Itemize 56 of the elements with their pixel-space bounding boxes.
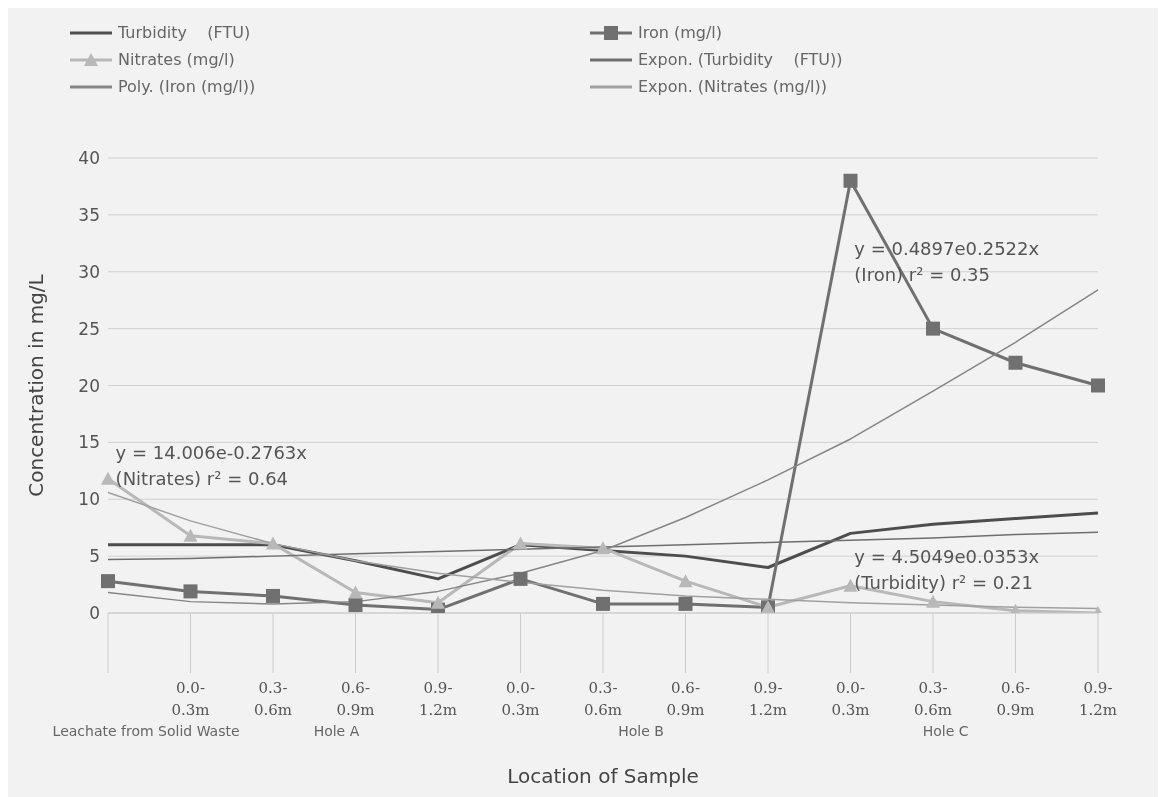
y-tick-label: 5 (89, 546, 100, 567)
x-tick-label: 0.3-0.6m (913, 679, 953, 719)
annotation: y = 14.006e-0.2763x (Nitrates) r² = 0.64 (115, 442, 308, 490)
point (1091, 378, 1105, 393)
point (596, 541, 610, 555)
point (101, 574, 115, 589)
x-tick-label: 0.0-0.3m (831, 679, 870, 719)
legend-label: Expon. (Turbidity (FTU)) (637, 50, 844, 69)
x-tick-label: 0.6-0.9m (336, 679, 375, 719)
legend-label: Turbidity (FTU) (117, 23, 252, 42)
legend-label: Nitrates (mg/l) (117, 50, 236, 69)
point (348, 585, 363, 599)
point (678, 596, 693, 611)
point (596, 596, 610, 611)
x-tick-label: 0.3-0.6m (583, 679, 623, 719)
text: Hole B (618, 723, 664, 739)
point (678, 574, 693, 588)
x-tick-label: 0.9-1.2m (748, 679, 788, 719)
y-tick-label: 25 (78, 318, 100, 339)
legend-label: Expon. (Nitrates (mg/l)) (637, 77, 828, 96)
x-tick-label: 0.0-0.3m (501, 679, 540, 719)
annotation: y = 4.5049e0.0353x (Turbidity) r² = 0.21 (854, 545, 1040, 593)
point (513, 536, 528, 550)
point (513, 571, 528, 586)
y-tick-label: 40 (78, 148, 100, 169)
point (843, 173, 858, 188)
point (266, 536, 280, 550)
x-tick-label: 0.3-0.6m (253, 679, 293, 719)
point (926, 321, 940, 336)
point (183, 584, 198, 599)
point (101, 471, 115, 485)
y-tick-label: 20 (78, 375, 100, 396)
point (1008, 355, 1023, 370)
y-axis-title: Concentration in mg/L (24, 273, 48, 497)
text: Hole A (313, 723, 360, 739)
x-tick-label: 0.9-1.2m (1078, 679, 1118, 719)
point (926, 594, 940, 608)
x-tick-label: 0.9-1.2m (418, 679, 458, 719)
annotation: y = 0.4897e0.2522x (Iron) r² = 0.35 (854, 237, 1040, 285)
legend-label: Poly. (Iron (mg/l)) (117, 77, 257, 96)
point (266, 588, 280, 603)
point (348, 598, 363, 613)
x-tick-label: 0.0-0.3m (171, 679, 210, 719)
point (431, 595, 445, 609)
point (183, 528, 198, 542)
y-tick-label: 0 (89, 603, 100, 624)
x-axis-title: Location of Sample (507, 764, 699, 788)
text: Leachate from Solid Waste (52, 723, 240, 739)
x-tick-label: 0.6-0.9m (666, 679, 705, 719)
legend-label: Iron (mg/l) (637, 23, 724, 42)
y-tick-label: 15 (78, 432, 100, 453)
y-tick-label: 35 (78, 204, 100, 225)
x-tick-label: 0.6-0.9m (996, 679, 1035, 719)
text: Hole C (922, 723, 969, 739)
y-tick-label: 10 (78, 489, 100, 510)
y-tick-label: 30 (78, 261, 100, 282)
